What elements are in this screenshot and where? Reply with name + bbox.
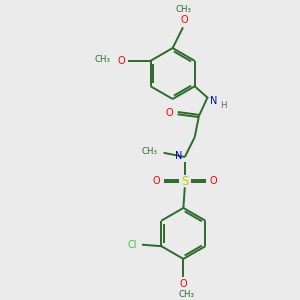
- Text: N: N: [175, 151, 182, 160]
- Text: CH₃: CH₃: [94, 55, 110, 64]
- Text: O: O: [180, 15, 188, 25]
- Text: O: O: [210, 176, 218, 186]
- Text: O: O: [118, 56, 125, 66]
- Text: CH₃: CH₃: [176, 5, 192, 14]
- Text: CH₃: CH₃: [141, 147, 158, 156]
- Text: N: N: [210, 96, 217, 106]
- Text: H: H: [220, 101, 226, 110]
- Text: CH₃: CH₃: [178, 290, 194, 299]
- Text: O: O: [166, 108, 174, 118]
- Text: O: O: [152, 176, 160, 186]
- Text: O: O: [180, 279, 187, 289]
- Text: Cl: Cl: [128, 240, 137, 250]
- Text: S: S: [181, 175, 188, 188]
